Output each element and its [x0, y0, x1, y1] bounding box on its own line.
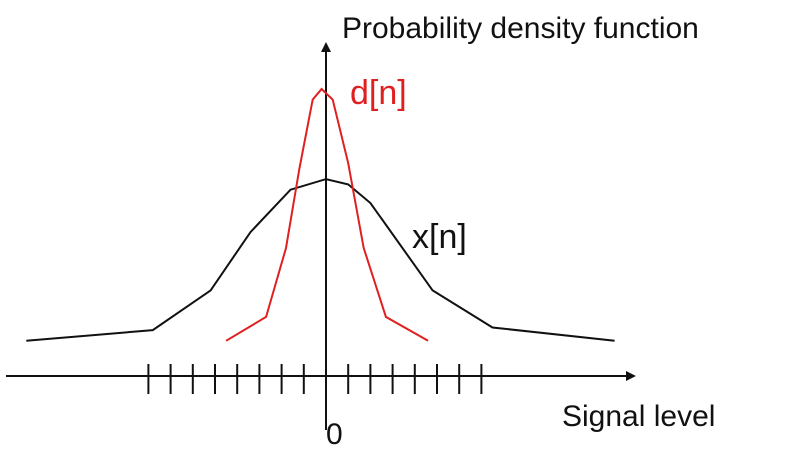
x-axis-title: Signal level — [562, 400, 715, 433]
d-curve-label: d[n] — [350, 74, 407, 112]
x-axis-ticks — [147, 364, 483, 394]
d-curve — [225, 87, 429, 342]
y-axis-title: Probability density function — [342, 12, 699, 45]
x-curve-label: x[n] — [412, 218, 467, 256]
origin-label: 0 — [326, 418, 343, 451]
x-curve — [26, 178, 615, 342]
